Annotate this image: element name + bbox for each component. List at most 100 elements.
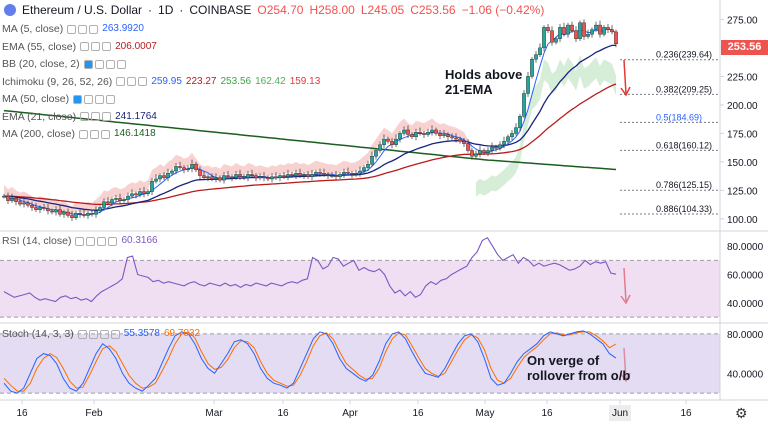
candle-body (494, 146, 498, 149)
candle-body (78, 212, 82, 215)
time-axis-label: 16 (277, 408, 289, 419)
candle-body (606, 27, 610, 30)
candle-body (254, 175, 258, 179)
candle-body (350, 173, 354, 175)
candle-body (30, 204, 34, 208)
candle-body (386, 138, 390, 142)
candle-body (122, 199, 126, 201)
candle-body (478, 150, 482, 155)
candle-body (378, 144, 382, 151)
fib-level-label: 0.618(160.12) (656, 140, 712, 150)
candle-body (306, 174, 310, 177)
candle-body (498, 144, 502, 149)
candle-body (586, 34, 590, 37)
candle-body (374, 150, 378, 157)
candle-body (434, 129, 438, 134)
time-axis-label: 16 (16, 408, 28, 419)
candle-body (218, 177, 222, 181)
candle-body (198, 169, 202, 176)
candle-body (346, 171, 350, 174)
candle-body (430, 129, 434, 133)
fib-level-label: 0.786(125.15) (656, 180, 712, 190)
candle-body (250, 174, 254, 176)
candle-body (262, 176, 266, 179)
candle-body (526, 76, 530, 94)
candle-body (70, 215, 74, 218)
candle-body (366, 163, 370, 168)
candle-body (150, 181, 154, 192)
candle-body (334, 175, 338, 177)
candle-body (482, 150, 486, 153)
price-axis-label: 200.00 (727, 101, 758, 112)
candle-body (114, 198, 118, 200)
fib-level-label: 0.5(184.69) (656, 112, 702, 122)
candle-body (342, 171, 346, 175)
candle-body (50, 210, 54, 213)
candle-body (210, 176, 214, 180)
candle-body (326, 174, 330, 176)
candle-body (610, 29, 614, 33)
time-axis-label: 16 (680, 408, 692, 419)
candle-body (330, 175, 334, 177)
candle-body (546, 27, 550, 31)
candle-body (178, 166, 182, 168)
candle-body (138, 191, 142, 196)
candle-body (166, 173, 170, 179)
candle-body (574, 30, 578, 39)
candle-body (274, 176, 278, 179)
candle-body (174, 166, 178, 172)
candle-body (550, 30, 554, 43)
ichimoku-cloud (4, 118, 472, 216)
candle-body (406, 129, 410, 135)
candle-body (614, 31, 618, 45)
ema55-line (3, 83, 617, 206)
candle-body (454, 137, 458, 140)
price-axis-label: 150.00 (727, 158, 758, 169)
down-arrow (620, 86, 631, 97)
candle-body (22, 202, 26, 205)
fib-level-label: 0.886(104.33) (656, 204, 712, 214)
candle-body (370, 155, 374, 165)
time-axis-label: 16 (541, 408, 553, 419)
candle-body (506, 136, 510, 142)
stoch-d-line (3, 331, 617, 392)
candle-body (442, 134, 446, 136)
candle-body (426, 132, 430, 135)
candle-body (358, 170, 362, 174)
stoch-axis-label: 40.0000 (727, 369, 764, 380)
price-axis-label: 275.00 (727, 15, 758, 26)
candle-body (314, 171, 318, 175)
candle-body (502, 141, 506, 145)
candle-body (590, 29, 594, 35)
candle-body (54, 209, 58, 213)
candle-body (110, 199, 114, 204)
candle-body (486, 150, 490, 153)
candle-body (106, 201, 110, 204)
candle-body (538, 47, 542, 55)
candle-body (190, 163, 194, 169)
candle-body (118, 198, 122, 201)
candle-body (134, 193, 138, 196)
fib-level-label: 0.382(209.25) (656, 84, 712, 94)
candle-body (594, 24, 598, 30)
candle-body (398, 133, 402, 140)
candle-body (146, 191, 150, 195)
candle-body (522, 93, 526, 117)
candle-body (578, 22, 582, 39)
candle-body (10, 198, 14, 201)
down-arrow (623, 59, 627, 95)
candle-body (286, 174, 290, 177)
candle-body (562, 27, 566, 35)
candle-body (42, 207, 46, 209)
candle-body (62, 211, 66, 215)
candle-body (458, 138, 462, 142)
candle-body (530, 59, 534, 77)
price-axis-label: 125.00 (727, 186, 758, 197)
candle-body (266, 177, 270, 180)
time-axis-label: 16 (412, 408, 424, 419)
candle-body (90, 212, 94, 215)
price-axis-label: 225.00 (727, 72, 758, 83)
candle-body (450, 136, 454, 139)
candle-body (394, 138, 398, 145)
